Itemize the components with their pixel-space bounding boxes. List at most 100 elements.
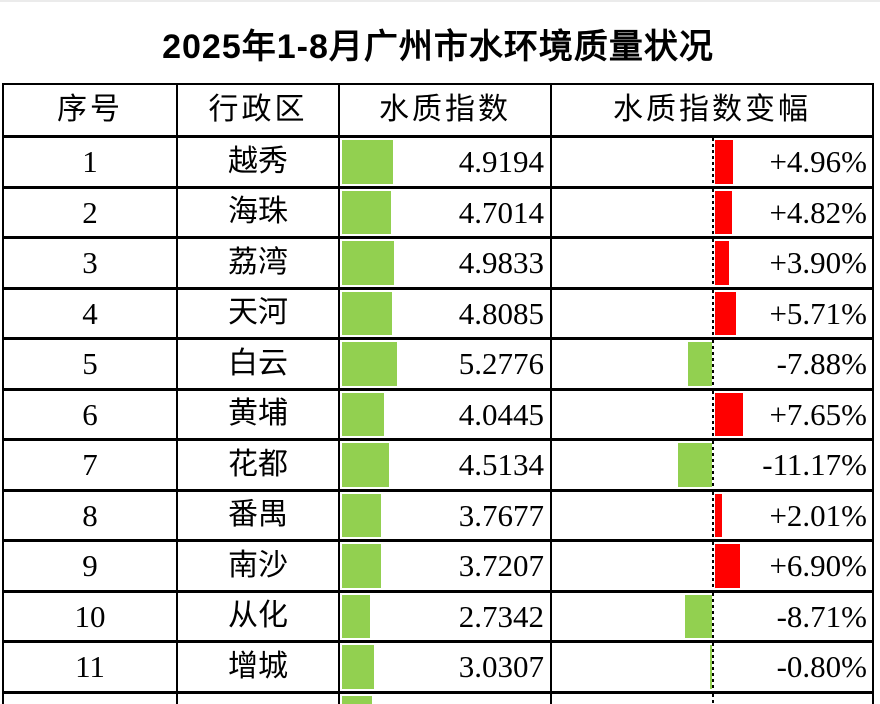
zero-axis-line [712,542,714,590]
change-data-bar [685,594,712,638]
column-header-label: 序号 [57,93,123,126]
table-body: 1 越秀 4.9194 +4.96% 2 海珠 4.7014 +4.82% [4,138,872,694]
cell-index-change[interactable]: +5.71% [552,289,872,337]
cell-water-quality-index[interactable] [340,693,552,704]
cell-district[interactable]: 增城 [178,643,340,691]
cell-district[interactable]: 从化 [178,592,340,640]
cell-row-number[interactable]: 11 [4,643,178,691]
cell-index-change[interactable]: +3.90% [552,239,872,287]
district-name: 南沙 [228,548,288,582]
change-data-bar [715,291,736,335]
cell-index-change[interactable] [552,693,872,704]
cell-district[interactable]: 黄埔 [178,390,340,438]
cell-row-number[interactable]: 4 [4,289,178,337]
change-value: +5.71% [769,295,867,331]
column-header-label: 水质指数 [379,93,511,126]
cell-row-number[interactable]: 10 [4,592,178,640]
cell-index-change[interactable]: +7.65% [552,390,872,438]
water-quality-table: 序号 行政区 水质指数 水质指数变幅 1 越秀 4.9194 +4 [2,83,874,704]
zero-axis-line [712,340,714,388]
column-header-water-quality-index[interactable]: 水质指数 [340,85,552,135]
cell-water-quality-index[interactable]: 2.7342 [340,592,552,640]
cell-water-quality-index[interactable]: 4.5134 [340,441,552,489]
cell-water-quality-index[interactable]: 4.0445 [340,390,552,438]
cell-row-number[interactable]: 2 [4,188,178,236]
cell-water-quality-index[interactable]: 3.7207 [340,542,552,590]
row-number: 2 [82,194,98,230]
index-data-bar [342,493,382,537]
cell-district[interactable]: 花都 [178,441,340,489]
index-value: 4.5134 [458,447,544,483]
cell-water-quality-index[interactable]: 4.7014 [340,188,552,236]
index-data-bar [342,645,374,689]
cell-row-number[interactable]: 1 [4,138,178,186]
column-header-district[interactable]: 行政区 [178,85,340,135]
table-row: 9 南沙 3.7207 +6.90% [4,542,872,593]
cell-row-number[interactable]: 3 [4,239,178,287]
index-data-bar [342,342,397,386]
cell-district[interactable]: 白云 [178,340,340,388]
district-name: 从化 [228,599,288,633]
cell-row-number[interactable] [4,693,178,704]
table-row: 2 海珠 4.7014 +4.82% [4,188,872,239]
index-data-bar [342,291,392,335]
cell-water-quality-index[interactable]: 5.2776 [340,340,552,388]
cell-water-quality-index[interactable]: 4.9194 [340,138,552,186]
cell-row-number[interactable]: 7 [4,441,178,489]
row-number: 8 [82,497,98,533]
cell-district[interactable]: 番禺 [178,491,340,539]
cell-water-quality-index[interactable]: 4.9833 [340,239,552,287]
column-header-index-change[interactable]: 水质指数变幅 [552,85,872,135]
table-row: 5 白云 5.2776 -7.88% [4,340,872,391]
cell-index-change[interactable]: -8.71% [552,592,872,640]
cell-row-number[interactable]: 8 [4,491,178,539]
change-value: +4.82% [769,194,867,230]
cell-index-change[interactable]: +4.82% [552,188,872,236]
table-row: 4 天河 4.8085 +5.71% [4,289,872,340]
index-data-bar [342,544,381,588]
cell-district[interactable]: 越秀 [178,138,340,186]
row-number: 11 [75,649,105,685]
cell-water-quality-index[interactable]: 4.8085 [340,289,552,337]
cell-index-change[interactable]: +2.01% [552,491,872,539]
cell-index-change[interactable]: +4.96% [552,138,872,186]
district-name: 海珠 [228,195,288,229]
district-name: 花都 [228,447,288,481]
cell-district[interactable] [178,693,340,704]
cell-district[interactable]: 荔湾 [178,239,340,287]
district-name: 番禺 [228,498,288,532]
table-row: 3 荔湾 4.9833 +3.90% [4,239,872,290]
district-name: 白云 [228,346,288,380]
column-header-label: 水质指数变幅 [613,93,811,126]
cell-index-change[interactable]: +6.90% [552,542,872,590]
cell-index-change[interactable]: -0.80% [552,643,872,691]
change-value: -8.71% [776,598,867,634]
change-value: -7.88% [776,346,867,382]
cell-district[interactable]: 海珠 [178,188,340,236]
cell-index-change[interactable]: -7.88% [552,340,872,388]
change-value: +6.90% [769,548,867,584]
index-data-bar [342,695,372,704]
change-value: +2.01% [769,497,867,533]
cell-row-number[interactable]: 9 [4,542,178,590]
cell-district[interactable]: 天河 [178,289,340,337]
cell-water-quality-index[interactable]: 3.7677 [340,491,552,539]
zero-axis-line [712,188,714,236]
row-number: 7 [82,447,98,483]
cell-district[interactable]: 南沙 [178,542,340,590]
cell-water-quality-index[interactable]: 3.0307 [340,643,552,691]
cell-row-number[interactable]: 6 [4,390,178,438]
column-header-no[interactable]: 序号 [4,85,178,135]
change-data-bar [715,190,733,234]
zero-axis-line [712,390,714,438]
index-value: 3.7677 [458,497,544,533]
change-data-bar [715,392,743,436]
district-name: 增城 [228,649,288,683]
cell-index-change[interactable]: -11.17% [552,441,872,489]
table-row-partial [4,693,872,704]
index-value: 4.8085 [458,295,544,331]
index-data-bar [342,392,385,436]
row-number: 10 [74,598,106,634]
cell-row-number[interactable]: 5 [4,340,178,388]
